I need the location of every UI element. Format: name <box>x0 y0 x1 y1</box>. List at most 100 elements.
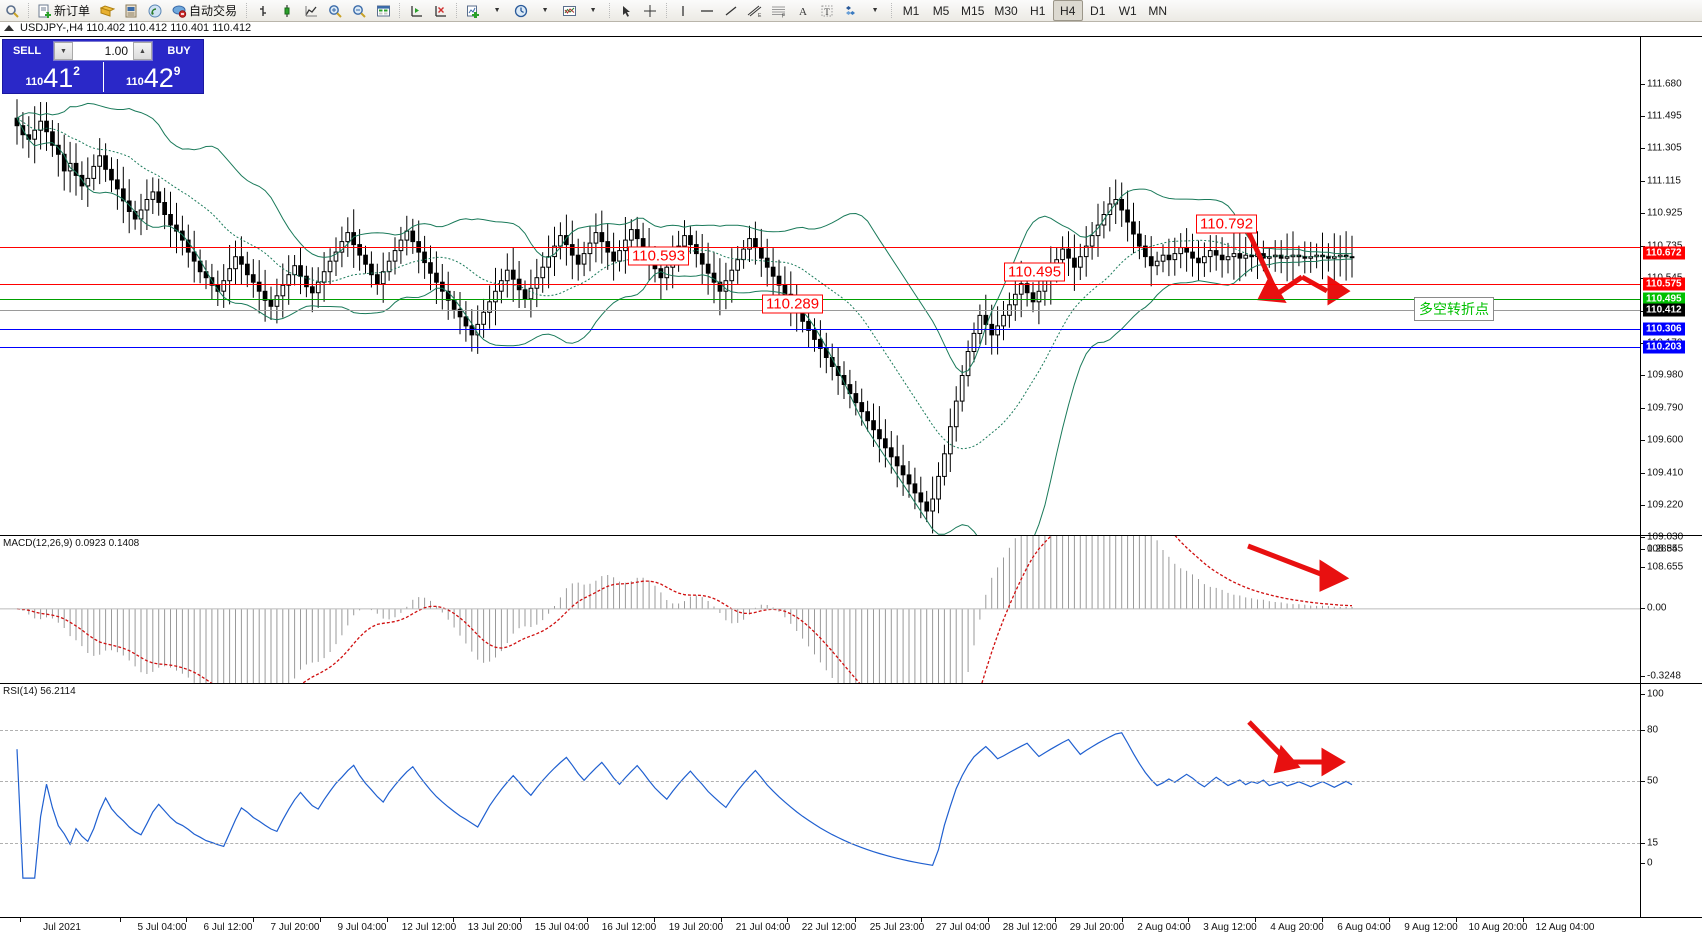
equidistant-channel-icon[interactable]: E <box>743 1 767 20</box>
axis-tick-mark <box>1641 213 1645 214</box>
bar-chart-icon[interactable] <box>251 1 275 20</box>
rsi-arrow-annotation <box>1247 720 1346 777</box>
time-axis[interactable]: Jul 2021 5 Jul 04:00 6 Jul 12:00 7 Jul 20:0… <box>0 917 1702 941</box>
zoom-out-icon[interactable] <box>347 1 371 20</box>
axis-tick-label: 108.845 <box>1647 543 1684 555</box>
text-icon[interactable]: A <box>791 1 815 20</box>
trendline-icon[interactable] <box>719 1 743 20</box>
shapes-icon[interactable] <box>839 1 863 20</box>
auto-trading-label: 自动交易 <box>189 4 238 18</box>
axis-tick-mark <box>1641 440 1645 441</box>
volume-increase-button[interactable]: ▲ <box>133 42 152 60</box>
toolbar-separator <box>891 2 893 19</box>
auto-trading-button[interactable]: 自动交易 <box>167 1 242 20</box>
one-click-trading-panel[interactable]: SELL ▼ 1.00 ▲ BUY 110 41 2 110 42 9 <box>2 39 204 94</box>
timeframe-m15[interactable]: M15 <box>956 1 989 20</box>
timeframe-w1[interactable]: W1 <box>1113 1 1143 20</box>
candlestick-icon[interactable] <box>275 1 299 20</box>
buy-button[interactable]: BUY <box>167 45 191 57</box>
line-chart-icon[interactable] <box>299 1 323 20</box>
time-tick-label: 10 Aug 20:00 <box>1468 922 1528 933</box>
search-icon[interactable] <box>0 1 24 20</box>
hline-icon[interactable] <box>695 1 719 20</box>
axis-tick-label: 100 <box>1647 688 1664 700</box>
folder-icon[interactable] <box>95 1 119 20</box>
time-tick-mark <box>1055 918 1056 922</box>
time-tick-mark <box>721 918 722 922</box>
chevron-down-icon[interactable]: ▼ <box>493 7 501 14</box>
text-label-icon[interactable]: T <box>815 1 839 20</box>
axis-divider <box>1640 36 1641 917</box>
time-tick-label: Jul 2021 <box>43 922 81 933</box>
axis-tick-label: 108.655 <box>1647 561 1684 573</box>
rsi-plot-area[interactable] <box>0 684 1640 917</box>
timeframe-m5[interactable]: M5 <box>926 1 956 20</box>
main-toolbar: 新订单 自动交易 <box>0 0 1702 22</box>
time-tick-mark <box>921 918 922 922</box>
vline-icon[interactable] <box>671 1 695 20</box>
price-axis[interactable]: 111.680 111.495 111.305 111.115 110.925 110.7… <box>1640 37 1702 573</box>
period-icon[interactable] <box>509 1 533 20</box>
macd-plot-area[interactable] <box>0 536 1640 684</box>
cursor-icon[interactable] <box>614 1 638 20</box>
timeframe-h4[interactable]: H4 <box>1052 0 1083 21</box>
axis-tick-label: -0.3248 <box>1647 670 1681 682</box>
sell-button[interactable]: SELL <box>12 45 42 57</box>
axis-tick-mark <box>1641 537 1645 538</box>
svg-text:E: E <box>758 13 762 18</box>
axis-tick-label: 111.115 <box>1647 175 1681 187</box>
fibonacci-icon[interactable]: F <box>767 1 791 20</box>
rsi-pane[interactable]: RSI(14) 56.2114 100 80 50 15 0 <box>0 683 1702 918</box>
macd-axis[interactable]: 0.2855 0.00 -0.3248 <box>1640 536 1702 684</box>
add-indicator-icon[interactable] <box>461 1 485 20</box>
new-order-button[interactable]: 新订单 <box>33 1 95 20</box>
axis-tick-mark <box>1641 676 1645 677</box>
buy-price-prefix: 110 <box>126 76 144 88</box>
axis-tick-mark <box>1641 694 1645 695</box>
templates-icon[interactable] <box>557 1 581 20</box>
shift-start-icon[interactable] <box>428 1 452 20</box>
toolbar-separator <box>246 2 248 19</box>
chevron-down-icon[interactable]: ▼ <box>589 7 597 14</box>
price-plot-area[interactable]: 110.593 110.495 110.289 110.792 108.714 … <box>0 37 1640 536</box>
chevron-down-icon[interactable]: ▼ <box>871 7 879 14</box>
grid-icon[interactable] <box>371 1 395 20</box>
buy-price[interactable]: 110 42 9 <box>102 62 204 93</box>
axis-tick-mark <box>1641 408 1645 409</box>
timeframe-d1[interactable]: D1 <box>1083 1 1113 20</box>
buy-price-big: 42 <box>143 63 174 93</box>
chevron-down-icon[interactable]: ▼ <box>541 7 549 14</box>
time-tick-mark <box>1389 918 1390 922</box>
timeframe-mn[interactable]: MN <box>1143 1 1173 20</box>
macd-pane[interactable]: MACD(12,26,9) 0.0923 0.1408 0.2855 0.00 -0… <box>0 535 1702 684</box>
time-tick-label: 29 Jul 20:00 <box>1069 922 1125 933</box>
volume-value[interactable]: 1.00 <box>104 44 128 58</box>
time-tick-mark <box>1188 918 1189 922</box>
time-tick-mark <box>1523 918 1524 922</box>
macd-series <box>0 536 1640 684</box>
price-chart-pane[interactable]: 110.593 110.495 110.289 110.792 108.714 … <box>0 36 1702 573</box>
time-tick-mark <box>1255 918 1256 922</box>
zoom-in-icon[interactable] <box>323 1 347 20</box>
shift-end-icon[interactable] <box>404 1 428 20</box>
time-tick-label: 22 Jul 12:00 <box>801 922 857 933</box>
time-tick-mark <box>988 918 989 922</box>
crosshair-icon[interactable] <box>638 1 662 20</box>
time-tick-label: 7 Jul 20:00 <box>270 922 320 933</box>
timeframe-m1[interactable]: M1 <box>896 1 926 20</box>
axis-tick-mark <box>1641 148 1645 149</box>
axis-tick-mark <box>1641 549 1645 550</box>
volume-decrease-button[interactable]: ▼ <box>54 42 73 60</box>
sell-price-big: 41 <box>43 63 74 93</box>
timeframe-m30[interactable]: M30 <box>989 1 1022 20</box>
signals-icon[interactable] <box>143 1 167 20</box>
rsi-axis[interactable]: 100 80 50 15 0 <box>1640 684 1702 918</box>
price-arrow-annotations <box>1240 218 1351 306</box>
axis-tick-label: 111.305 <box>1647 142 1682 154</box>
volume-input[interactable]: ▼ 1.00 ▲ <box>53 41 153 61</box>
timeframe-h1[interactable]: H1 <box>1023 1 1053 20</box>
axis-tick-mark <box>1641 843 1645 844</box>
price-tag: 110.306 <box>1643 322 1685 336</box>
sell-price[interactable]: 110 41 2 <box>3 62 103 92</box>
terminal-icon[interactable] <box>119 1 143 20</box>
